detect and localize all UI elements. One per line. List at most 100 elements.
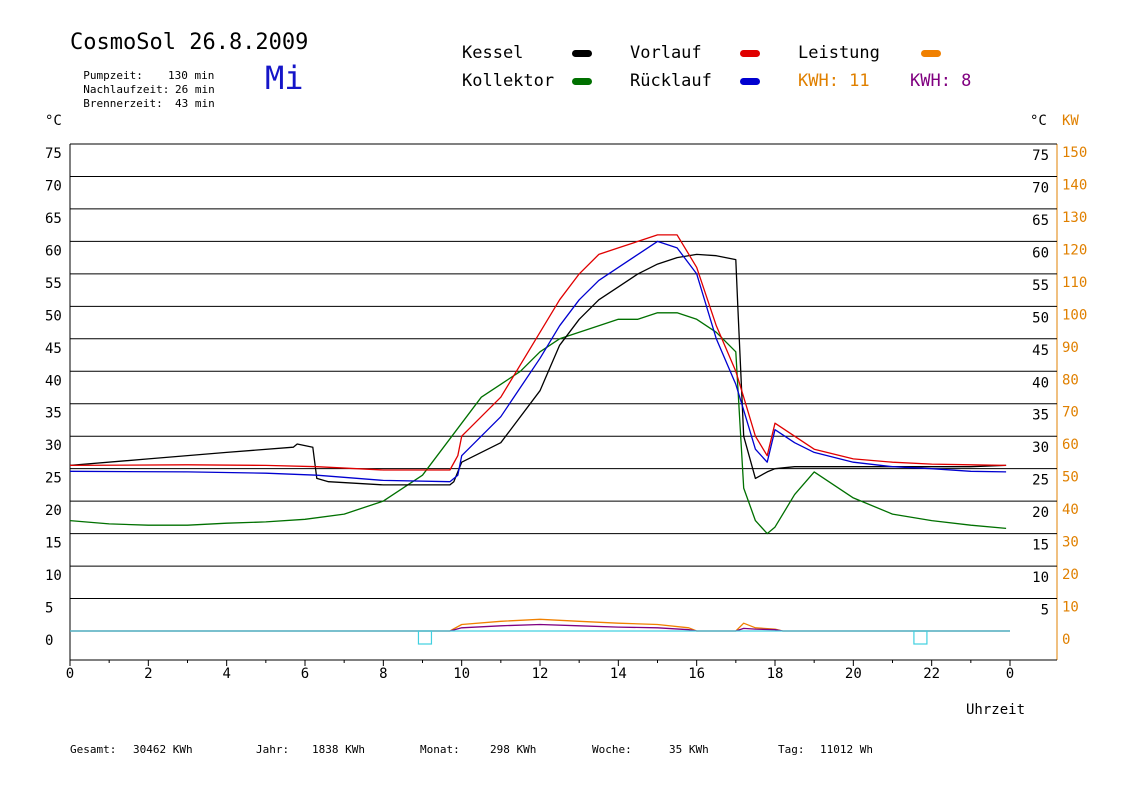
legend-kollektor-label: Kollektor [462, 71, 555, 91]
stat-nachlaufzeit-label: Nachlaufzeit: [83, 83, 170, 96]
footer-woche-label: Woche: [592, 743, 632, 756]
y-tick-label-left: 30 [45, 438, 62, 454]
y2-tick-label: 150 [1062, 145, 1087, 161]
y-tick-label-left: 25 [45, 471, 62, 487]
x-axis-label: Uhrzeit [966, 702, 1026, 718]
legend-ruecklauf-swatch [740, 78, 760, 85]
pump-marker [913, 630, 928, 645]
y-tick-label-left: 65 [45, 211, 62, 227]
series-line-kwh [70, 623, 1010, 632]
right-axis-unit: °C [1030, 113, 1047, 129]
y-tick-label-right: 45 [1032, 343, 1049, 359]
y-tick-label-right: 35 [1032, 408, 1049, 424]
x-tick-label: 4 [222, 666, 230, 682]
footer-tag: Tag: 11012 Wh [778, 743, 873, 756]
y2-tick-label: 90 [1062, 340, 1079, 356]
legend-kollektor-swatch [572, 78, 592, 85]
y-tick-label-right: 25 [1032, 473, 1049, 489]
legend-leistung-label: Leistung [798, 43, 880, 63]
x-tick-label: 2 [144, 666, 152, 682]
weekday-label: Mi [265, 59, 304, 97]
y2-tick-label: 60 [1062, 437, 1079, 453]
y2-tick-label: 0 [1062, 632, 1070, 648]
y2-tick-label: 70 [1062, 405, 1079, 421]
y-tick-label-left: 20 [45, 503, 62, 519]
footer-jahr-label: Jahr: [256, 743, 290, 756]
y-tick-label-right: 40 [1032, 375, 1049, 391]
y-tick-label-right: 75 [1032, 148, 1049, 164]
series-line-ruecklauf [69, 240, 1007, 483]
left-axis-unit: °C [45, 113, 62, 129]
y-tick-label-right: 20 [1032, 505, 1049, 521]
footer-tag-label: Tag: [778, 743, 805, 756]
x-tick-label: 16 [688, 666, 705, 682]
y2-tick-label: 130 [1062, 210, 1087, 226]
y-tick-label-right: 60 [1032, 245, 1049, 261]
footer-gesamt-label: Gesamt: [70, 743, 117, 756]
footer-woche: Woche: 35 KWh [592, 743, 709, 756]
stat-nachlaufzeit: Nachlaufzeit: 26 min [70, 73, 215, 96]
series-line-leistung [70, 618, 1010, 632]
y2-tick-label: 110 [1062, 275, 1087, 291]
grid-lines [69, 143, 1058, 666]
y2-tick-label: 40 [1062, 502, 1079, 518]
pump-marker [417, 630, 433, 645]
y-tick-label-right: 5 [1041, 603, 1049, 619]
tick-labels: 0510152025303540455055606570755101520253… [45, 145, 1087, 682]
y-tick-label-right: 70 [1032, 180, 1049, 196]
footer-monat-value: 298 KWh [490, 743, 537, 756]
x-tick-label: 0 [1006, 666, 1014, 682]
y2-tick-label: 10 [1062, 600, 1079, 616]
series-lines [69, 234, 1010, 645]
y-tick-label-left: 70 [45, 178, 62, 194]
y-tick-label-left: 0 [45, 633, 53, 649]
y-tick-label-left: 50 [45, 308, 62, 324]
x-tick-label: 14 [610, 666, 627, 682]
y2-tick-label: 80 [1062, 372, 1079, 388]
footer-gesamt: Gesamt: 30462 KWh [70, 743, 193, 756]
series-line-kessel [69, 253, 1007, 486]
footer-tag-value: 11012 Wh [820, 743, 873, 756]
y-tick-label-left: 15 [45, 536, 62, 552]
legend-kessel-label: Kessel [462, 43, 524, 63]
footer-monat: Monat: 298 KWh [420, 744, 536, 755]
y-tick-label-left: 60 [45, 243, 62, 259]
y-tick-label-left: 75 [45, 146, 62, 162]
y-tick-label-right: 55 [1032, 278, 1049, 294]
legend-vorlauf-label: Vorlauf [630, 43, 702, 63]
x-tick-label: 6 [301, 666, 309, 682]
x-tick-label: 20 [845, 666, 862, 682]
right-axis-unit-kw: KW [1062, 113, 1079, 129]
y2-tick-label: 30 [1062, 535, 1079, 551]
footer-jahr: Jahr: 1838 KWh [256, 743, 365, 756]
stat-brennerzeit: Brennerzeit: 43 min [70, 87, 215, 109]
footer-jahr-value: 1838 KWh [312, 743, 365, 756]
stat-pumpzeit-value: 130 min [168, 69, 215, 82]
y-tick-label-left: 35 [45, 406, 62, 422]
legend-leistung-swatch [921, 50, 941, 57]
x-tick-label: 8 [379, 666, 387, 682]
y2-tick-label: 100 [1062, 307, 1087, 323]
stat-brennerzeit-value: 43 min [175, 97, 215, 110]
footer-gesamt-value: 30462 KWh [133, 743, 193, 756]
y2-tick-label: 20 [1062, 567, 1079, 583]
legend-kwh-orange: KWH: 11 [798, 71, 870, 91]
x-tick-label: 18 [767, 666, 784, 682]
y-tick-label-right: 65 [1032, 213, 1049, 229]
series-line-kollektor [69, 312, 1007, 535]
y-tick-label-left: 5 [45, 601, 53, 617]
y2-tick-label: 140 [1062, 177, 1087, 193]
x-tick-label: 22 [923, 666, 940, 682]
stat-pumpzeit-label: Pumpzeit: [83, 69, 143, 82]
y-tick-label-right: 50 [1032, 310, 1049, 326]
y2-tick-label: 50 [1062, 470, 1079, 486]
chart-title: CosmoSol 26.8.2009 [70, 30, 309, 55]
y-tick-label-right: 15 [1032, 538, 1049, 554]
stat-nachlaufzeit-value: 26 min [175, 83, 215, 96]
y-tick-label-right: 10 [1032, 570, 1049, 586]
y-tick-label-left: 10 [45, 568, 62, 584]
x-tick-label: 0 [66, 666, 74, 682]
y-tick-label-left: 45 [45, 341, 62, 357]
legend-kwh-purple: KWH: 8 [910, 71, 972, 91]
